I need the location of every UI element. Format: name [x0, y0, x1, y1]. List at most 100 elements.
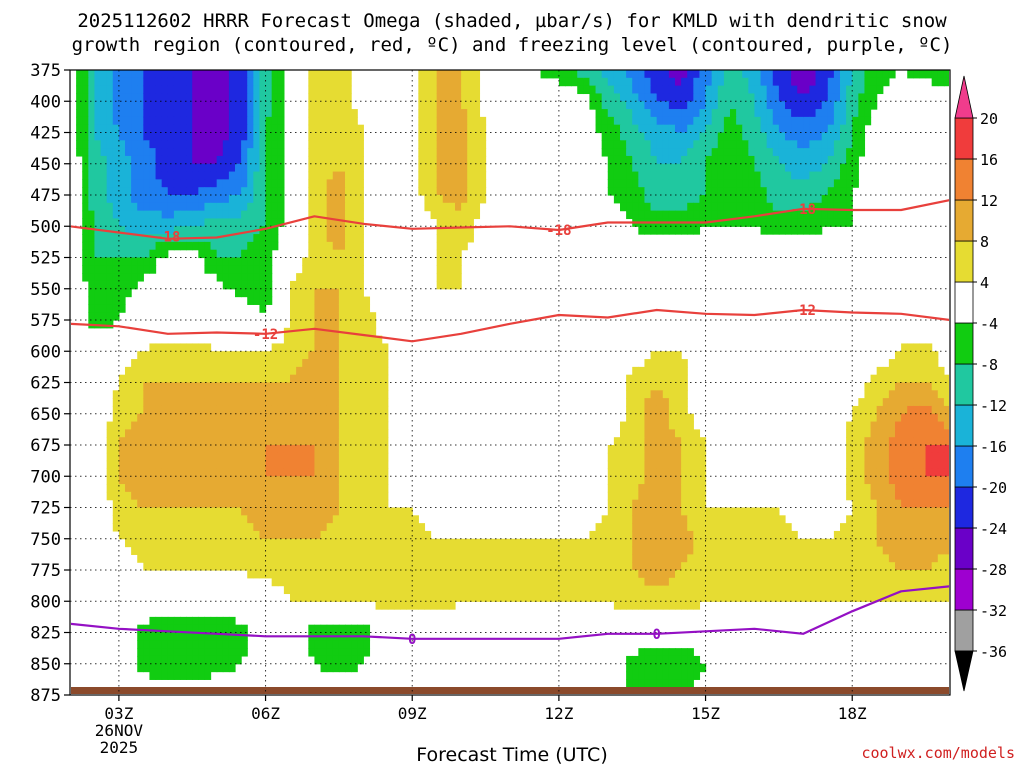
- omega-cell: [925, 398, 933, 407]
- omega-cell: [332, 265, 340, 274]
- omega-cell: [320, 101, 328, 110]
- omega-cell: [228, 452, 236, 462]
- omega-cell: [192, 413, 199, 423]
- omega-cell: [314, 523, 322, 532]
- omega-cell: [192, 140, 199, 149]
- omega-cell: [283, 570, 291, 579]
- omega-cell: [271, 187, 279, 196]
- omega-cell: [118, 171, 126, 180]
- omega-cell: [320, 140, 328, 149]
- omega-cell: [870, 538, 878, 548]
- omega-cell: [699, 530, 707, 540]
- omega-cell: [620, 116, 627, 126]
- omega-cell: [656, 437, 664, 446]
- omega-cell: [259, 460, 267, 470]
- omega-cell: [406, 523, 413, 532]
- omega-cell: [467, 218, 474, 227]
- omega-cell: [369, 335, 377, 345]
- omega-cell: [314, 585, 322, 595]
- omega-cell: [271, 562, 279, 571]
- omega-cell: [913, 476, 921, 485]
- omega-cell: [381, 476, 389, 485]
- omega-cell: [852, 171, 859, 180]
- omega-cell: [827, 155, 835, 165]
- omega-cell: [736, 515, 743, 524]
- omega-cell: [271, 77, 279, 87]
- omega-cell: [137, 210, 144, 220]
- omega-cell: [644, 187, 652, 196]
- omega-cell: [442, 593, 450, 602]
- omega-cell: [430, 562, 438, 571]
- omega-cell: [662, 124, 670, 134]
- omega-cell: [125, 171, 132, 180]
- omega-cell: [369, 445, 377, 454]
- omega-cell: [607, 530, 615, 540]
- omega-cell: [241, 226, 248, 235]
- omega-cell: [632, 562, 639, 571]
- omega-cell: [241, 374, 248, 384]
- omega-cell: [760, 202, 768, 212]
- omega-cell: [668, 499, 676, 509]
- omega-cell: [149, 429, 157, 438]
- omega-cell: [363, 515, 371, 524]
- omega-cell: [216, 351, 224, 360]
- omega-cell: [895, 452, 902, 462]
- omega-cell: [204, 546, 212, 555]
- omega-cell: [161, 530, 169, 540]
- omega-cell: [675, 452, 682, 462]
- omega-cell: [778, 226, 786, 235]
- omega-cell: [290, 405, 297, 415]
- omega-cell: [118, 148, 126, 157]
- omega-cell: [253, 460, 261, 470]
- omega-cell: [210, 460, 218, 470]
- omega-cell: [88, 155, 96, 165]
- omega-cell: [314, 398, 322, 407]
- omega-cell: [436, 241, 444, 251]
- omega-cell: [662, 77, 670, 87]
- omega-cell: [235, 124, 242, 134]
- omega-cell: [131, 195, 138, 204]
- omega-cell: [424, 538, 432, 548]
- omega-cell: [88, 187, 96, 196]
- omega-cell: [455, 85, 462, 95]
- omega-cell: [271, 468, 279, 477]
- omega-cell: [687, 562, 694, 571]
- omega-cell: [192, 155, 199, 165]
- omega-cell: [510, 538, 517, 548]
- omega-cell: [216, 382, 224, 391]
- omega-cell: [772, 155, 780, 165]
- omega-cell: [430, 202, 438, 212]
- omega-cell: [833, 77, 841, 87]
- omega-cell: [607, 476, 615, 485]
- omega-cell: [595, 109, 603, 118]
- omega-cell: [137, 538, 144, 548]
- omega-cell: [931, 538, 939, 548]
- omega-cell: [186, 538, 193, 548]
- omega-cell: [173, 468, 181, 477]
- omega-cell: [180, 460, 187, 470]
- omega-cell: [662, 476, 670, 485]
- omega-cell: [228, 562, 236, 571]
- omega-cell: [821, 163, 829, 173]
- omega-cell: [131, 429, 138, 438]
- omega-cell: [901, 554, 908, 563]
- omega-cell: [381, 570, 389, 579]
- omega-cell: [308, 195, 316, 204]
- omega-cell: [363, 335, 371, 345]
- omega-cell: [723, 116, 731, 126]
- omega-cell: [161, 484, 169, 493]
- omega-cell: [736, 562, 743, 571]
- omega-cell: [235, 499, 242, 509]
- omega-cell: [216, 77, 224, 87]
- omega-cell: [858, 515, 866, 524]
- omega-cell: [332, 437, 340, 446]
- omega-cell: [100, 288, 108, 298]
- omega-cell: [106, 70, 114, 79]
- omega-cell: [766, 530, 774, 540]
- omega-cell: [247, 421, 254, 430]
- omega-cell: [265, 171, 273, 180]
- omega-cell: [717, 179, 725, 188]
- omega-cell: [436, 187, 444, 196]
- omega-cell: [821, 171, 829, 180]
- omega-cell: [852, 132, 859, 141]
